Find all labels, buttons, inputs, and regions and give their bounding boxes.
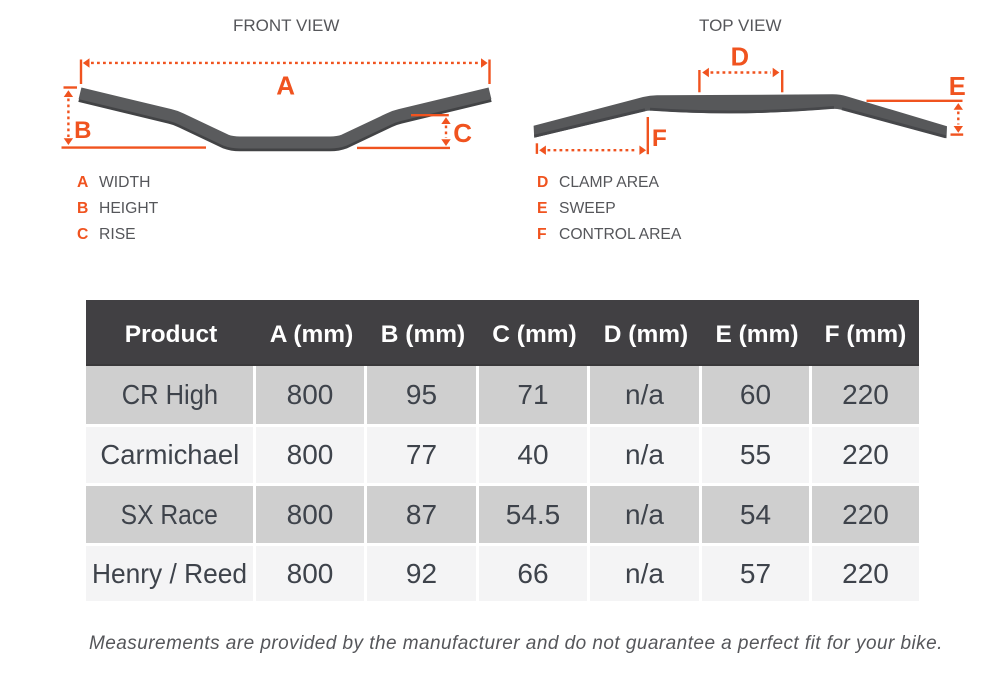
svg-text:A: A: [276, 71, 295, 101]
svg-text:E: E: [949, 73, 966, 101]
svg-text:F: F: [652, 125, 667, 152]
svg-text:D: D: [731, 44, 749, 72]
svg-text:B: B: [74, 117, 91, 144]
svg-text:C: C: [453, 118, 472, 148]
